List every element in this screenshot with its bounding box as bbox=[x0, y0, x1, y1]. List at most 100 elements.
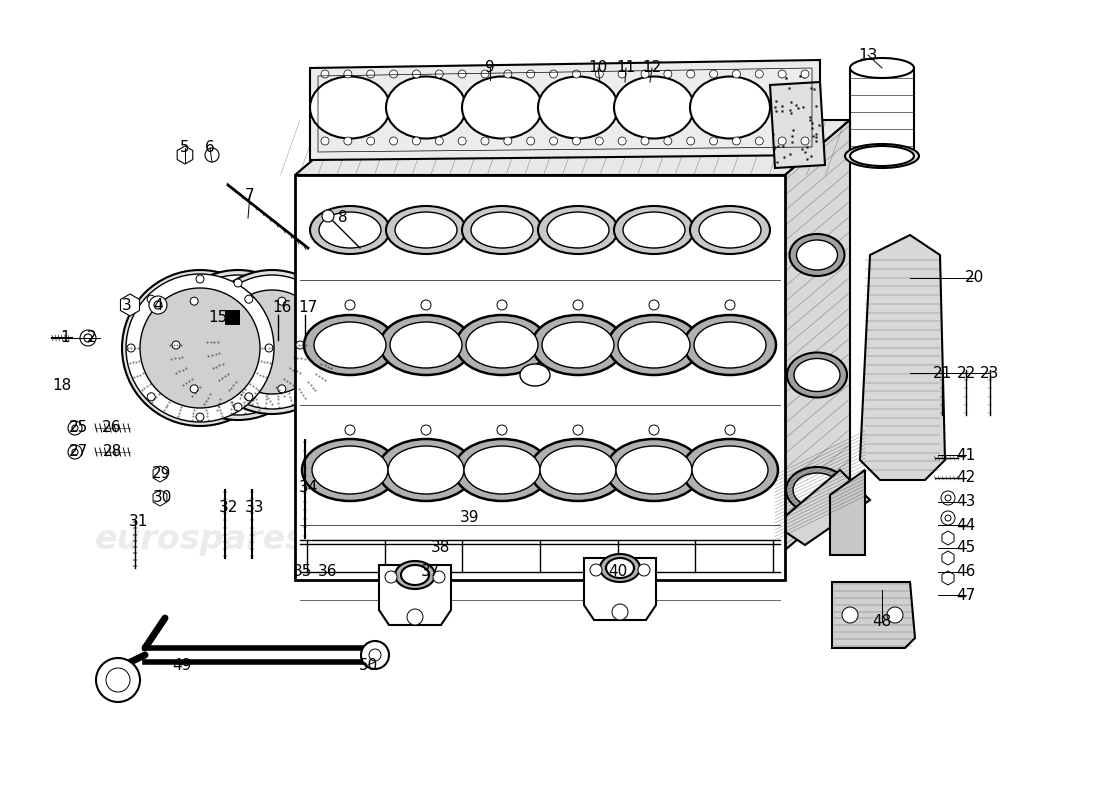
Ellipse shape bbox=[786, 467, 848, 513]
Circle shape bbox=[945, 495, 952, 501]
Ellipse shape bbox=[379, 315, 472, 375]
Polygon shape bbox=[379, 565, 451, 625]
Text: 8: 8 bbox=[338, 210, 348, 226]
Ellipse shape bbox=[794, 358, 840, 391]
Circle shape bbox=[163, 270, 314, 420]
Text: 11: 11 bbox=[616, 61, 636, 75]
Circle shape bbox=[366, 137, 375, 145]
Ellipse shape bbox=[319, 212, 381, 248]
Circle shape bbox=[172, 341, 180, 349]
Circle shape bbox=[801, 70, 808, 78]
Circle shape bbox=[361, 641, 389, 669]
Circle shape bbox=[345, 425, 355, 435]
Ellipse shape bbox=[542, 322, 614, 368]
Ellipse shape bbox=[312, 446, 388, 494]
Circle shape bbox=[278, 297, 286, 305]
Circle shape bbox=[421, 425, 431, 435]
Circle shape bbox=[389, 70, 397, 78]
Circle shape bbox=[68, 421, 82, 435]
Polygon shape bbox=[830, 470, 865, 555]
Circle shape bbox=[126, 344, 135, 352]
Circle shape bbox=[550, 137, 558, 145]
Text: eurospares: eurospares bbox=[95, 523, 306, 557]
Circle shape bbox=[168, 275, 308, 415]
Polygon shape bbox=[942, 571, 954, 585]
Circle shape bbox=[573, 300, 583, 310]
Text: 41: 41 bbox=[956, 447, 976, 462]
Ellipse shape bbox=[690, 77, 770, 138]
Ellipse shape bbox=[608, 315, 700, 375]
Circle shape bbox=[205, 148, 219, 162]
Ellipse shape bbox=[845, 144, 918, 168]
Polygon shape bbox=[310, 60, 820, 160]
Ellipse shape bbox=[395, 212, 456, 248]
Circle shape bbox=[205, 275, 339, 409]
Text: 10: 10 bbox=[588, 61, 607, 75]
Circle shape bbox=[664, 137, 672, 145]
Circle shape bbox=[945, 515, 952, 521]
Text: 46: 46 bbox=[956, 565, 976, 579]
Circle shape bbox=[641, 137, 649, 145]
Circle shape bbox=[710, 137, 717, 145]
Ellipse shape bbox=[606, 558, 634, 578]
Circle shape bbox=[527, 137, 535, 145]
Circle shape bbox=[321, 70, 329, 78]
Circle shape bbox=[245, 393, 253, 401]
Polygon shape bbox=[942, 551, 954, 565]
Polygon shape bbox=[153, 490, 167, 506]
Text: 38: 38 bbox=[430, 541, 450, 555]
Circle shape bbox=[366, 70, 375, 78]
Circle shape bbox=[842, 607, 858, 623]
Text: 36: 36 bbox=[318, 565, 338, 579]
Polygon shape bbox=[295, 120, 850, 175]
Circle shape bbox=[725, 425, 735, 435]
Text: 2: 2 bbox=[87, 330, 97, 346]
Ellipse shape bbox=[850, 58, 914, 78]
Text: 30: 30 bbox=[152, 490, 172, 506]
Text: 32: 32 bbox=[218, 501, 238, 515]
Text: eurospares: eurospares bbox=[527, 511, 773, 549]
Circle shape bbox=[385, 571, 397, 583]
Text: eurospares: eurospares bbox=[257, 291, 503, 329]
Ellipse shape bbox=[520, 364, 550, 386]
Text: 47: 47 bbox=[956, 587, 976, 602]
Text: 3: 3 bbox=[122, 298, 132, 313]
Polygon shape bbox=[776, 470, 870, 545]
Circle shape bbox=[686, 70, 695, 78]
Ellipse shape bbox=[454, 439, 550, 501]
Text: 22: 22 bbox=[956, 366, 976, 381]
Text: 42: 42 bbox=[956, 470, 976, 486]
Ellipse shape bbox=[310, 206, 390, 254]
Polygon shape bbox=[860, 235, 945, 480]
Circle shape bbox=[481, 137, 490, 145]
Circle shape bbox=[458, 137, 466, 145]
Circle shape bbox=[573, 425, 583, 435]
Circle shape bbox=[234, 403, 242, 411]
Ellipse shape bbox=[614, 206, 694, 254]
Ellipse shape bbox=[532, 315, 624, 375]
Circle shape bbox=[344, 70, 352, 78]
Ellipse shape bbox=[623, 212, 685, 248]
Circle shape bbox=[220, 290, 324, 394]
Circle shape bbox=[527, 70, 535, 78]
Text: 34: 34 bbox=[298, 481, 318, 495]
Text: 16: 16 bbox=[273, 301, 292, 315]
Text: 40: 40 bbox=[608, 565, 628, 579]
Circle shape bbox=[504, 70, 512, 78]
Circle shape bbox=[733, 137, 740, 145]
Circle shape bbox=[756, 70, 763, 78]
Circle shape bbox=[497, 300, 507, 310]
Circle shape bbox=[756, 137, 763, 145]
Ellipse shape bbox=[538, 206, 618, 254]
Circle shape bbox=[407, 609, 424, 625]
Circle shape bbox=[504, 137, 512, 145]
Text: 37: 37 bbox=[420, 565, 440, 579]
Circle shape bbox=[190, 297, 198, 305]
Ellipse shape bbox=[600, 554, 640, 582]
Circle shape bbox=[618, 70, 626, 78]
Circle shape bbox=[550, 70, 558, 78]
Circle shape bbox=[649, 425, 659, 435]
Text: 12: 12 bbox=[642, 61, 661, 75]
Circle shape bbox=[196, 275, 204, 283]
Text: 23: 23 bbox=[980, 366, 1000, 381]
